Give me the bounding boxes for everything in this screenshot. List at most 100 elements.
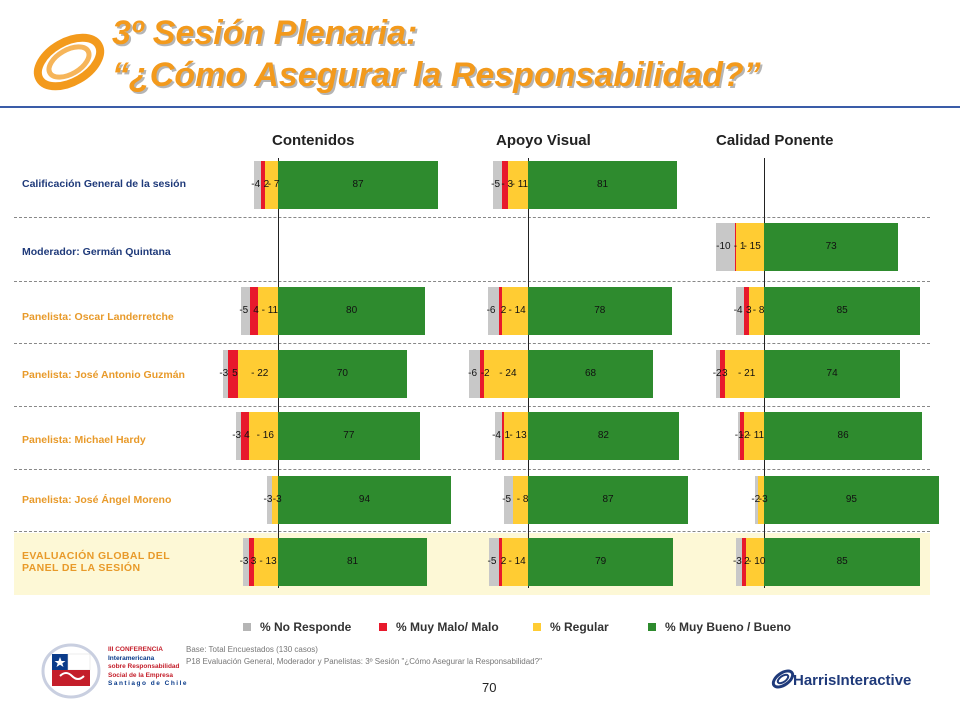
data-label: -3 (263, 494, 273, 505)
bar-regular (758, 476, 764, 524)
data-label: 81 (346, 556, 359, 567)
data-label: 80 (346, 305, 358, 316)
legend-swatch-yellow (533, 623, 541, 631)
bar-regular (257, 287, 278, 335)
bar-muy-malo (228, 350, 238, 398)
data-label: - 21 (738, 368, 756, 379)
bar-regular (502, 287, 528, 335)
footer-question: P18 Evaluación General, Moderador y Pane… (186, 657, 542, 666)
bar-bueno (528, 287, 672, 335)
row-label-calificacion-general: Calificación General de la sesión (22, 178, 186, 190)
bar-no-responde (266, 476, 273, 524)
bar-regular (504, 412, 528, 460)
bar-no-responde (235, 412, 242, 460)
bar-regular (736, 223, 764, 271)
bar-muy-malo (241, 412, 249, 460)
data-label: -10 (716, 241, 731, 252)
data-label: - 24 (499, 368, 517, 379)
data-label: - 13 (509, 430, 527, 441)
conference-line: III CONFERENCIA (108, 646, 163, 653)
data-label: 95 (845, 494, 857, 505)
conference-flag-logo-icon (41, 643, 101, 699)
conference-line: Social de la Empresa (108, 671, 174, 679)
bar-bueno (764, 223, 899, 271)
bar-bueno (528, 161, 678, 209)
bar-muy-malo (261, 161, 266, 209)
bar-regular (502, 538, 528, 586)
data-label: - 16 (256, 430, 274, 441)
bar-muy-malo (250, 287, 258, 335)
row-separator (14, 406, 930, 407)
legend-regular: % Regular (533, 620, 609, 634)
bar-no-responde (504, 476, 514, 524)
legend-swatch-gray (243, 623, 251, 631)
data-label: -6 (486, 305, 496, 316)
data-label: -3 (219, 368, 229, 379)
bar-no-responde (243, 538, 249, 586)
conference-line: Interamericana (108, 654, 155, 662)
title-divider (0, 106, 960, 108)
data-label: 1 (504, 430, 511, 441)
bar-no-responde (716, 350, 720, 398)
data-label: -4 (251, 179, 261, 190)
bar-bueno (528, 412, 679, 460)
data-label: - 11 (261, 305, 279, 316)
data-label: -5 (491, 179, 501, 190)
bar-no-responde (736, 287, 744, 335)
bar-regular (248, 412, 278, 460)
data-label: - 15 (743, 241, 761, 252)
bar-regular (749, 287, 764, 335)
data-label: -3 (272, 494, 282, 505)
legend-muy-malo: % Muy Malo/ Malo (379, 620, 499, 634)
orange-swirl-logo-icon (33, 33, 105, 91)
data-label: - 10 (748, 556, 766, 567)
data-label: -3 (758, 494, 768, 505)
bar-regular (513, 476, 528, 524)
panel-header-apoyo-visual: Apoyo Visual (496, 132, 591, 149)
slide-title-line1: 3º Sesión Plenaria: (112, 14, 418, 52)
footer-base: Base: Total Encuestados (130 casos) (186, 645, 318, 654)
data-label: 2 (744, 556, 750, 567)
bar-no-responde (469, 350, 481, 398)
data-label: - 14 (508, 305, 526, 316)
bar-no-responde (254, 161, 262, 209)
data-label: - 11 (511, 179, 529, 190)
data-label: -4 (733, 305, 743, 316)
bar-no-responde (493, 161, 503, 209)
data-label: - 1 (733, 241, 746, 252)
bar-regular (507, 161, 528, 209)
bar-muy-malo (480, 350, 484, 398)
bar-bueno (764, 287, 921, 335)
bar-bueno (528, 350, 654, 398)
data-label: - 8 (516, 494, 529, 505)
bar-bueno (528, 538, 674, 586)
bar-muy-malo (498, 287, 503, 335)
data-label: 2 (500, 556, 507, 567)
data-label: - 7 (267, 179, 280, 190)
page-number: 70 (482, 680, 497, 695)
data-label: - 8 (752, 305, 765, 316)
bar-bueno (278, 538, 428, 586)
data-label: -3 (732, 556, 742, 567)
bar-bueno (278, 476, 451, 524)
data-label: -5 (502, 494, 512, 505)
data-label: -5 (239, 305, 249, 316)
bar-regular (254, 538, 278, 586)
data-label: - 14 (508, 556, 526, 567)
bar-muy-malo (502, 161, 508, 209)
data-label: -2 (480, 368, 490, 379)
data-label: - 11 (747, 430, 765, 441)
bar-bueno (278, 161, 439, 209)
row-label-evaluacion-global: EVALUACIÓN GLOBAL DEL PANEL DE LA SESIÓN (22, 550, 170, 574)
data-label: 2 (500, 305, 507, 316)
bar-bueno (528, 476, 689, 524)
data-label: 85 (836, 556, 848, 567)
data-label: -2 (740, 430, 750, 441)
bar-regular (725, 350, 764, 398)
bar-muy-malo (734, 223, 737, 271)
data-label: 4 (253, 305, 259, 316)
bar-bueno (764, 476, 939, 524)
data-label: 77 (343, 430, 355, 441)
data-label: 3 (745, 305, 752, 316)
legend-swatch-red (379, 623, 387, 631)
